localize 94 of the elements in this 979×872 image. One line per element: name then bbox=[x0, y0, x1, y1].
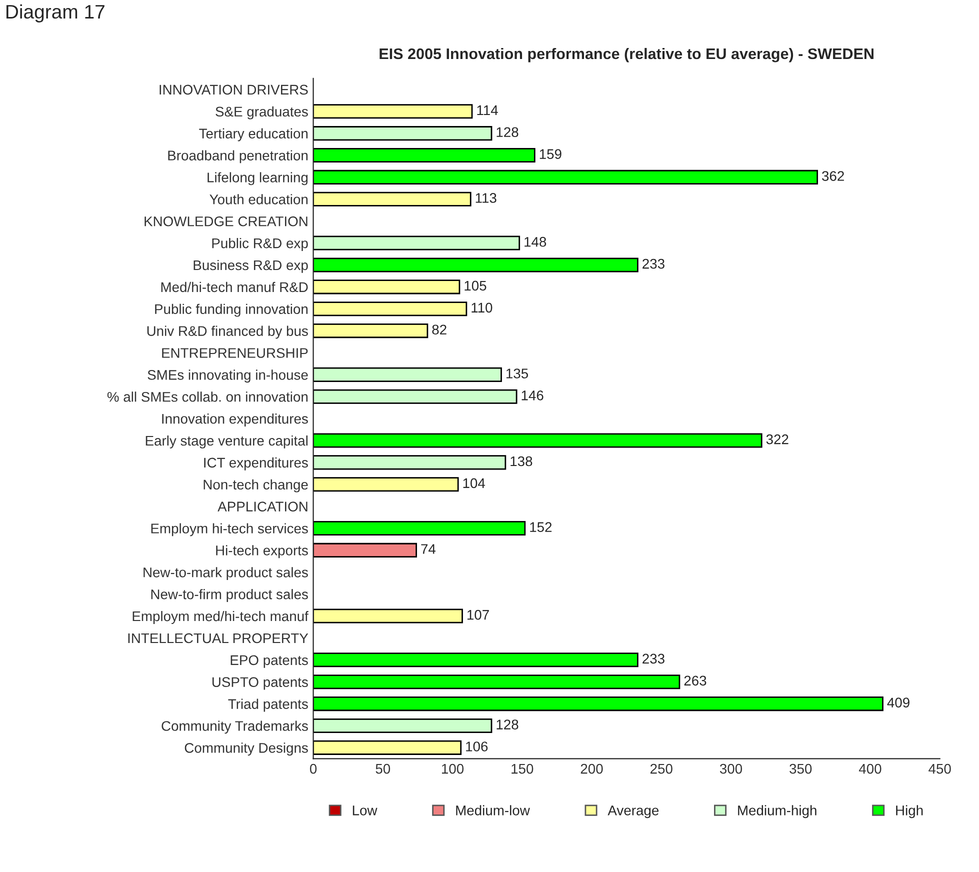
bar bbox=[313, 367, 502, 382]
legend-label: Low bbox=[352, 806, 378, 816]
y-tick-label: Tertiary education bbox=[199, 128, 308, 142]
bar bbox=[313, 302, 468, 316]
y-tick-label: Public R&D exp bbox=[212, 238, 308, 251]
y-tick-label: Non-tech change bbox=[204, 479, 308, 492]
legend-label: High bbox=[896, 805, 923, 818]
bar bbox=[313, 389, 518, 404]
data-label: 105 bbox=[464, 280, 486, 291]
x-tick-label: 200 bbox=[580, 764, 603, 774]
y-tick-label: Early stage venture capital bbox=[146, 435, 308, 448]
data-label: 128 bbox=[496, 720, 518, 730]
bar bbox=[313, 696, 884, 712]
y-tick-label: SMEs innovating in-house bbox=[148, 370, 308, 383]
x-tick-label: 0 bbox=[310, 764, 317, 774]
data-label: 152 bbox=[530, 522, 552, 532]
y-tick-label: INNOVATION DRIVERS bbox=[160, 84, 308, 95]
bar bbox=[313, 433, 762, 448]
y-tick-label: Univ R&D financed by bus bbox=[147, 326, 308, 339]
bar bbox=[313, 674, 680, 690]
data-label: 107 bbox=[467, 610, 489, 620]
y-tick-label: Innovation expenditures bbox=[162, 414, 308, 426]
bar bbox=[313, 608, 463, 624]
legend-label: Medium-high bbox=[738, 805, 816, 818]
x-tick-label: 450 bbox=[928, 764, 951, 774]
y-tick-label: Community Designs bbox=[184, 742, 308, 756]
data-label: 106 bbox=[466, 742, 488, 752]
x-tick-label: 150 bbox=[512, 764, 534, 774]
chart-title: EIS 2005 Innovation performance (relative to EU average) - SWEDEN bbox=[380, 48, 874, 62]
y-tick-label: Med/hi-tech manuf R&D bbox=[161, 282, 308, 292]
data-label: 233 bbox=[642, 258, 664, 269]
data-label: 159 bbox=[540, 149, 562, 159]
y-tick-label: Employm hi-tech services bbox=[151, 523, 308, 536]
bar bbox=[313, 324, 428, 338]
y-tick-label: Broadband penetration bbox=[168, 150, 308, 164]
y-tick-label: Business R&D exp bbox=[194, 260, 308, 273]
data-label: 409 bbox=[887, 698, 910, 708]
x-tick-label: 350 bbox=[790, 764, 812, 774]
bar bbox=[313, 126, 492, 141]
legend-label: Average bbox=[608, 806, 659, 818]
y-tick-label: KNOWLEDGE CREATION bbox=[144, 216, 308, 226]
bar bbox=[313, 170, 818, 184]
data-label: 146 bbox=[522, 390, 544, 400]
x-tick-label: 250 bbox=[650, 764, 672, 774]
bar bbox=[313, 477, 459, 492]
data-label: 362 bbox=[822, 171, 844, 181]
x-tick-label: 400 bbox=[858, 764, 882, 774]
y-tick-label: Community Trademarks bbox=[162, 720, 308, 734]
data-label: 233 bbox=[642, 654, 664, 664]
bar bbox=[313, 280, 460, 294]
bar bbox=[313, 192, 472, 206]
bar bbox=[313, 520, 526, 536]
y-tick-label: New-to-firm product sales bbox=[151, 589, 308, 602]
bar bbox=[313, 148, 536, 163]
y-tick-label: ICT expenditures bbox=[204, 457, 308, 470]
bar bbox=[313, 542, 418, 558]
bar bbox=[313, 258, 638, 272]
data-label: 128 bbox=[496, 127, 518, 138]
y-tick-label: Public funding innovation bbox=[155, 304, 308, 317]
y-tick-label: Youth education bbox=[210, 194, 308, 204]
bar bbox=[313, 455, 506, 470]
data-label: 104 bbox=[463, 478, 486, 488]
y-tick-label: New-to-mark product sales bbox=[144, 567, 308, 580]
text: Diagram 17 bbox=[6, 4, 104, 22]
data-label: 82 bbox=[432, 324, 446, 335]
bar bbox=[313, 236, 520, 250]
legend-label: Medium-low bbox=[456, 805, 530, 816]
y-tick-label: USPTO patents bbox=[212, 677, 308, 690]
y-tick-label: INTELLECTUAL PROPERTY bbox=[128, 633, 308, 644]
y-tick-label: APPLICATION bbox=[218, 502, 308, 512]
data-label: 263 bbox=[684, 676, 706, 686]
x-tick-label: 50 bbox=[376, 764, 390, 774]
data-label: 322 bbox=[766, 434, 788, 444]
bar bbox=[313, 652, 638, 668]
bar bbox=[313, 740, 462, 755]
data-label: 138 bbox=[510, 456, 532, 466]
x-tick-label: 300 bbox=[720, 764, 742, 774]
y-tick-label: Hi-tech exports bbox=[216, 545, 308, 558]
data-label: 148 bbox=[524, 236, 546, 247]
data-label: 113 bbox=[476, 193, 496, 203]
y-tick-label: Employm med/hi-tech manuf bbox=[132, 610, 308, 624]
y-tick-label: % all SMEs collab. on innovation bbox=[107, 392, 308, 402]
data-label: 135 bbox=[506, 368, 528, 378]
data-label: 74 bbox=[421, 544, 436, 554]
y-tick-label: S&E graduates bbox=[216, 106, 308, 120]
y-tick-label: ENTREPRENEURSHIP bbox=[162, 348, 308, 358]
y-tick-label: Triad patents bbox=[228, 698, 308, 712]
data-label: 114 bbox=[477, 105, 498, 115]
x-tick-label: 100 bbox=[442, 764, 464, 774]
bar bbox=[313, 104, 473, 119]
y-tick-label: EPO patents bbox=[230, 655, 308, 668]
data-label: 110 bbox=[472, 302, 492, 313]
y-tick-label: Lifelong learning bbox=[208, 172, 308, 186]
bar bbox=[313, 718, 492, 734]
